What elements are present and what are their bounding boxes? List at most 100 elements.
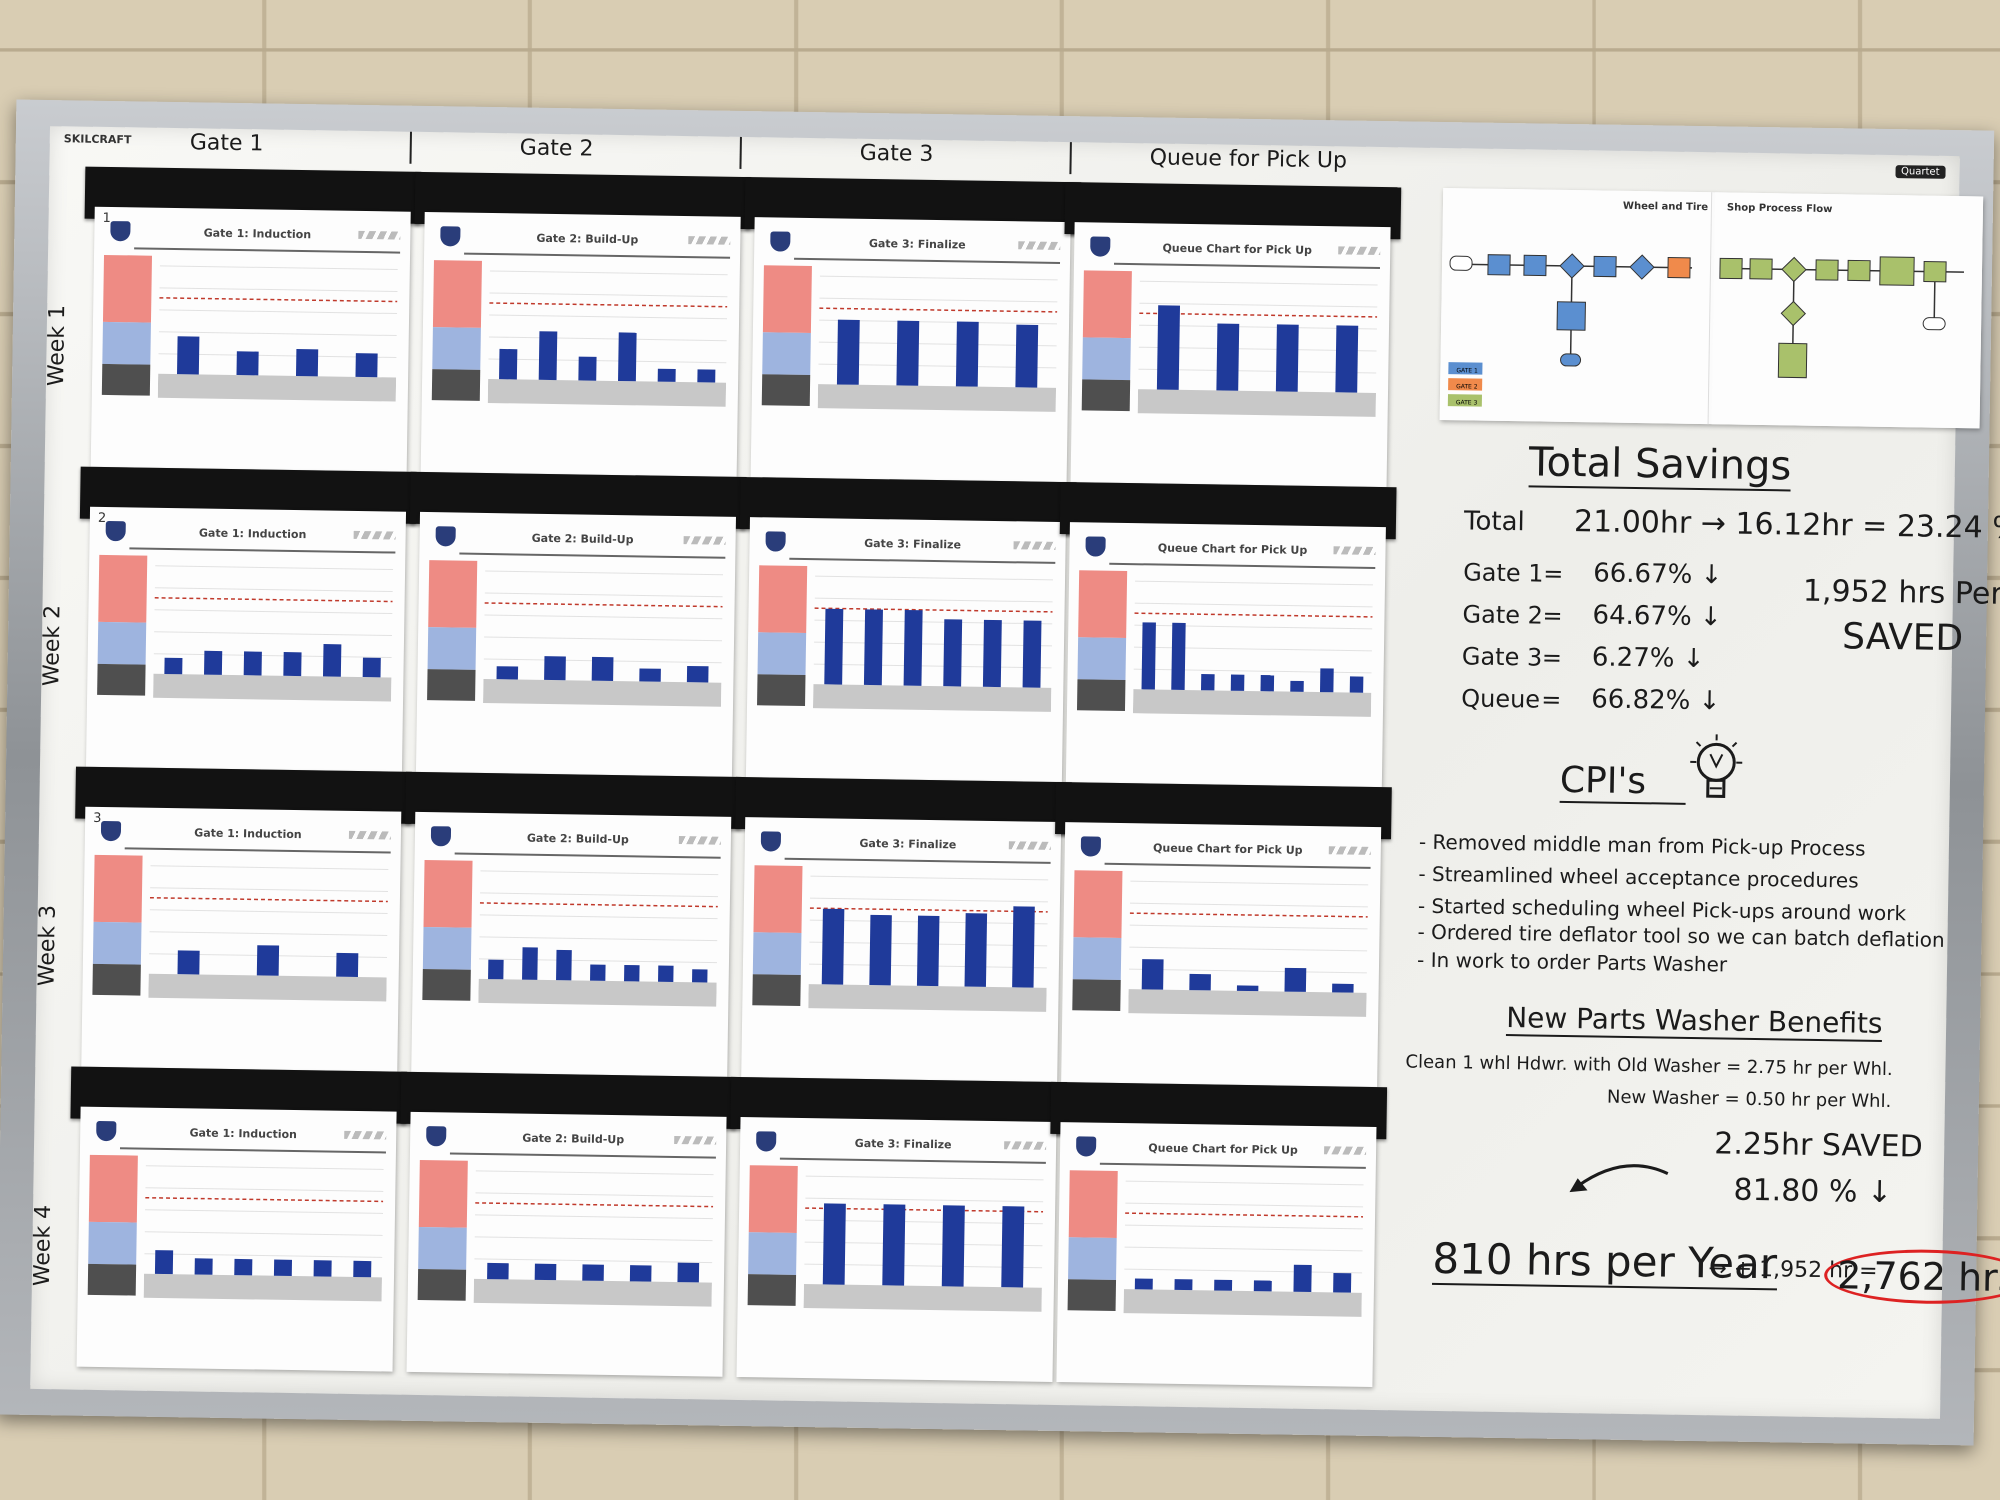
bar-chart-svg [487, 270, 728, 407]
bar-chart [1132, 571, 1374, 725]
target-line [145, 1196, 384, 1203]
gate2-value: 64.67% ↓ [1592, 600, 1722, 633]
unit-emblem-icon [765, 531, 786, 552]
bar [1230, 674, 1245, 691]
gate2-label: Gate 2 [1462, 600, 1544, 630]
target-line [489, 302, 728, 308]
bar [1001, 1206, 1025, 1288]
legend-swatch [1068, 1170, 1118, 1239]
printed-chart-page: Gate 2: Build-Up [406, 1111, 727, 1377]
gridline [1135, 580, 1374, 586]
bar [582, 1264, 604, 1281]
legend-swatch [1082, 337, 1131, 381]
sheet-title: Gate 1: Induction [194, 826, 302, 842]
legend-swatch [1076, 679, 1126, 712]
bar [273, 1259, 293, 1277]
legend-swatch [432, 327, 481, 371]
bar [1216, 323, 1240, 391]
bar [534, 1263, 557, 1281]
target-line [1125, 1212, 1364, 1218]
legend-swatch [762, 265, 812, 334]
printed-chart-page: Queue Chart for Pick Up [1056, 1122, 1377, 1388]
printed-chart-page: Gate 2: Build-Up [411, 811, 732, 1077]
gridline [474, 1236, 713, 1242]
gridline [809, 897, 1048, 903]
unit-emblem-icon [426, 1126, 447, 1147]
equals-sign: = [1541, 643, 1563, 672]
cpi-item: - Removed middle man from Pick-up Proces… [1418, 829, 1866, 861]
bar [1332, 983, 1354, 993]
legend-swatch [428, 560, 478, 629]
bar [1012, 906, 1035, 988]
bar [1333, 1272, 1352, 1293]
flowchart-diagram-left: GATE 1 GATE 2 GATE 3 [1447, 253, 1693, 407]
bar-chart-svg [473, 1170, 714, 1307]
gridline [155, 565, 394, 571]
bar-chart [143, 1156, 384, 1310]
gridline [488, 358, 727, 364]
chart-sheet: Queue Chart for Pick Up [1055, 781, 1392, 1088]
bar [1290, 680, 1304, 692]
decorative-stripes [683, 536, 726, 545]
target-line [159, 297, 398, 303]
curved-arrow-icon [1569, 1164, 1669, 1193]
whiteboard-frame: SKILCRAFT Quartet Gate 1 Gate 2 Gate 3 Q… [0, 99, 2000, 1446]
divider [1104, 862, 1371, 869]
legend-swatch [752, 974, 801, 1006]
gridline [474, 1214, 713, 1220]
decorative-stripes [1004, 1141, 1047, 1150]
table-band [487, 378, 727, 407]
gridline [814, 597, 1053, 603]
whiteboard: SKILCRAFT Quartet Gate 1 Gate 2 Gate 3 Q… [30, 126, 2000, 1419]
bar-chart [1128, 871, 1369, 1025]
gridline [475, 1192, 714, 1198]
column-header-gate2: Gate 2 [519, 135, 594, 162]
gridline [149, 931, 388, 936]
chart-legend-block [87, 1154, 138, 1296]
legend-swatch [87, 1264, 137, 1296]
bar [1156, 305, 1181, 390]
gridline [144, 1231, 383, 1236]
bar-chart-svg [157, 265, 398, 402]
gridline [159, 265, 398, 271]
unit-emblem-icon [430, 826, 452, 847]
target-line [1134, 612, 1373, 618]
bar [578, 356, 597, 381]
washer-heading: New Parts Washer Benefits [1505, 1001, 1883, 1042]
bar-chart-svg [148, 865, 389, 1002]
bar [336, 952, 359, 978]
divider [124, 847, 391, 854]
washer-line-new: New Washer = 0.50 hr per Whl. [1606, 1086, 1892, 1113]
chart-sheet: Gate 2: Build-Up [409, 471, 747, 777]
column-divider [409, 131, 412, 164]
bar [499, 348, 518, 380]
gridline [488, 336, 727, 342]
legend-swatch [88, 1154, 138, 1223]
divider [449, 1152, 716, 1159]
washer-hours-saved: 2.25hr SAVED [1713, 1126, 1923, 1165]
flowchart-title-right: Shop Process Flow [1726, 202, 1833, 216]
legend-swatch [97, 622, 147, 665]
table-band [1137, 389, 1377, 417]
bar [964, 913, 988, 987]
table-band [817, 384, 1057, 412]
bar [488, 959, 504, 980]
legend-swatch [93, 854, 143, 923]
legend-swatch [757, 632, 807, 676]
grand-total-hours: 2,762 hrs [1823, 1248, 2000, 1306]
bar [658, 965, 674, 982]
gridline [805, 1175, 1044, 1181]
queue-value: 66.82% ↓ [1590, 684, 1721, 717]
column-header-gate1: Gate 1 [189, 130, 264, 157]
sheet-title: Queue Chart for Pick Up [1148, 1141, 1298, 1157]
sheet-title: Gate 1: Induction [189, 1126, 298, 1142]
gate3-label: Gate 3 [1461, 642, 1543, 672]
legend-swatch [761, 374, 811, 407]
equals-sign: = [1540, 685, 1562, 714]
bar [677, 1262, 700, 1283]
table-band [148, 973, 387, 1002]
divider [454, 852, 721, 859]
gridline [805, 1197, 1044, 1203]
bar [256, 945, 280, 976]
bar [821, 908, 845, 985]
